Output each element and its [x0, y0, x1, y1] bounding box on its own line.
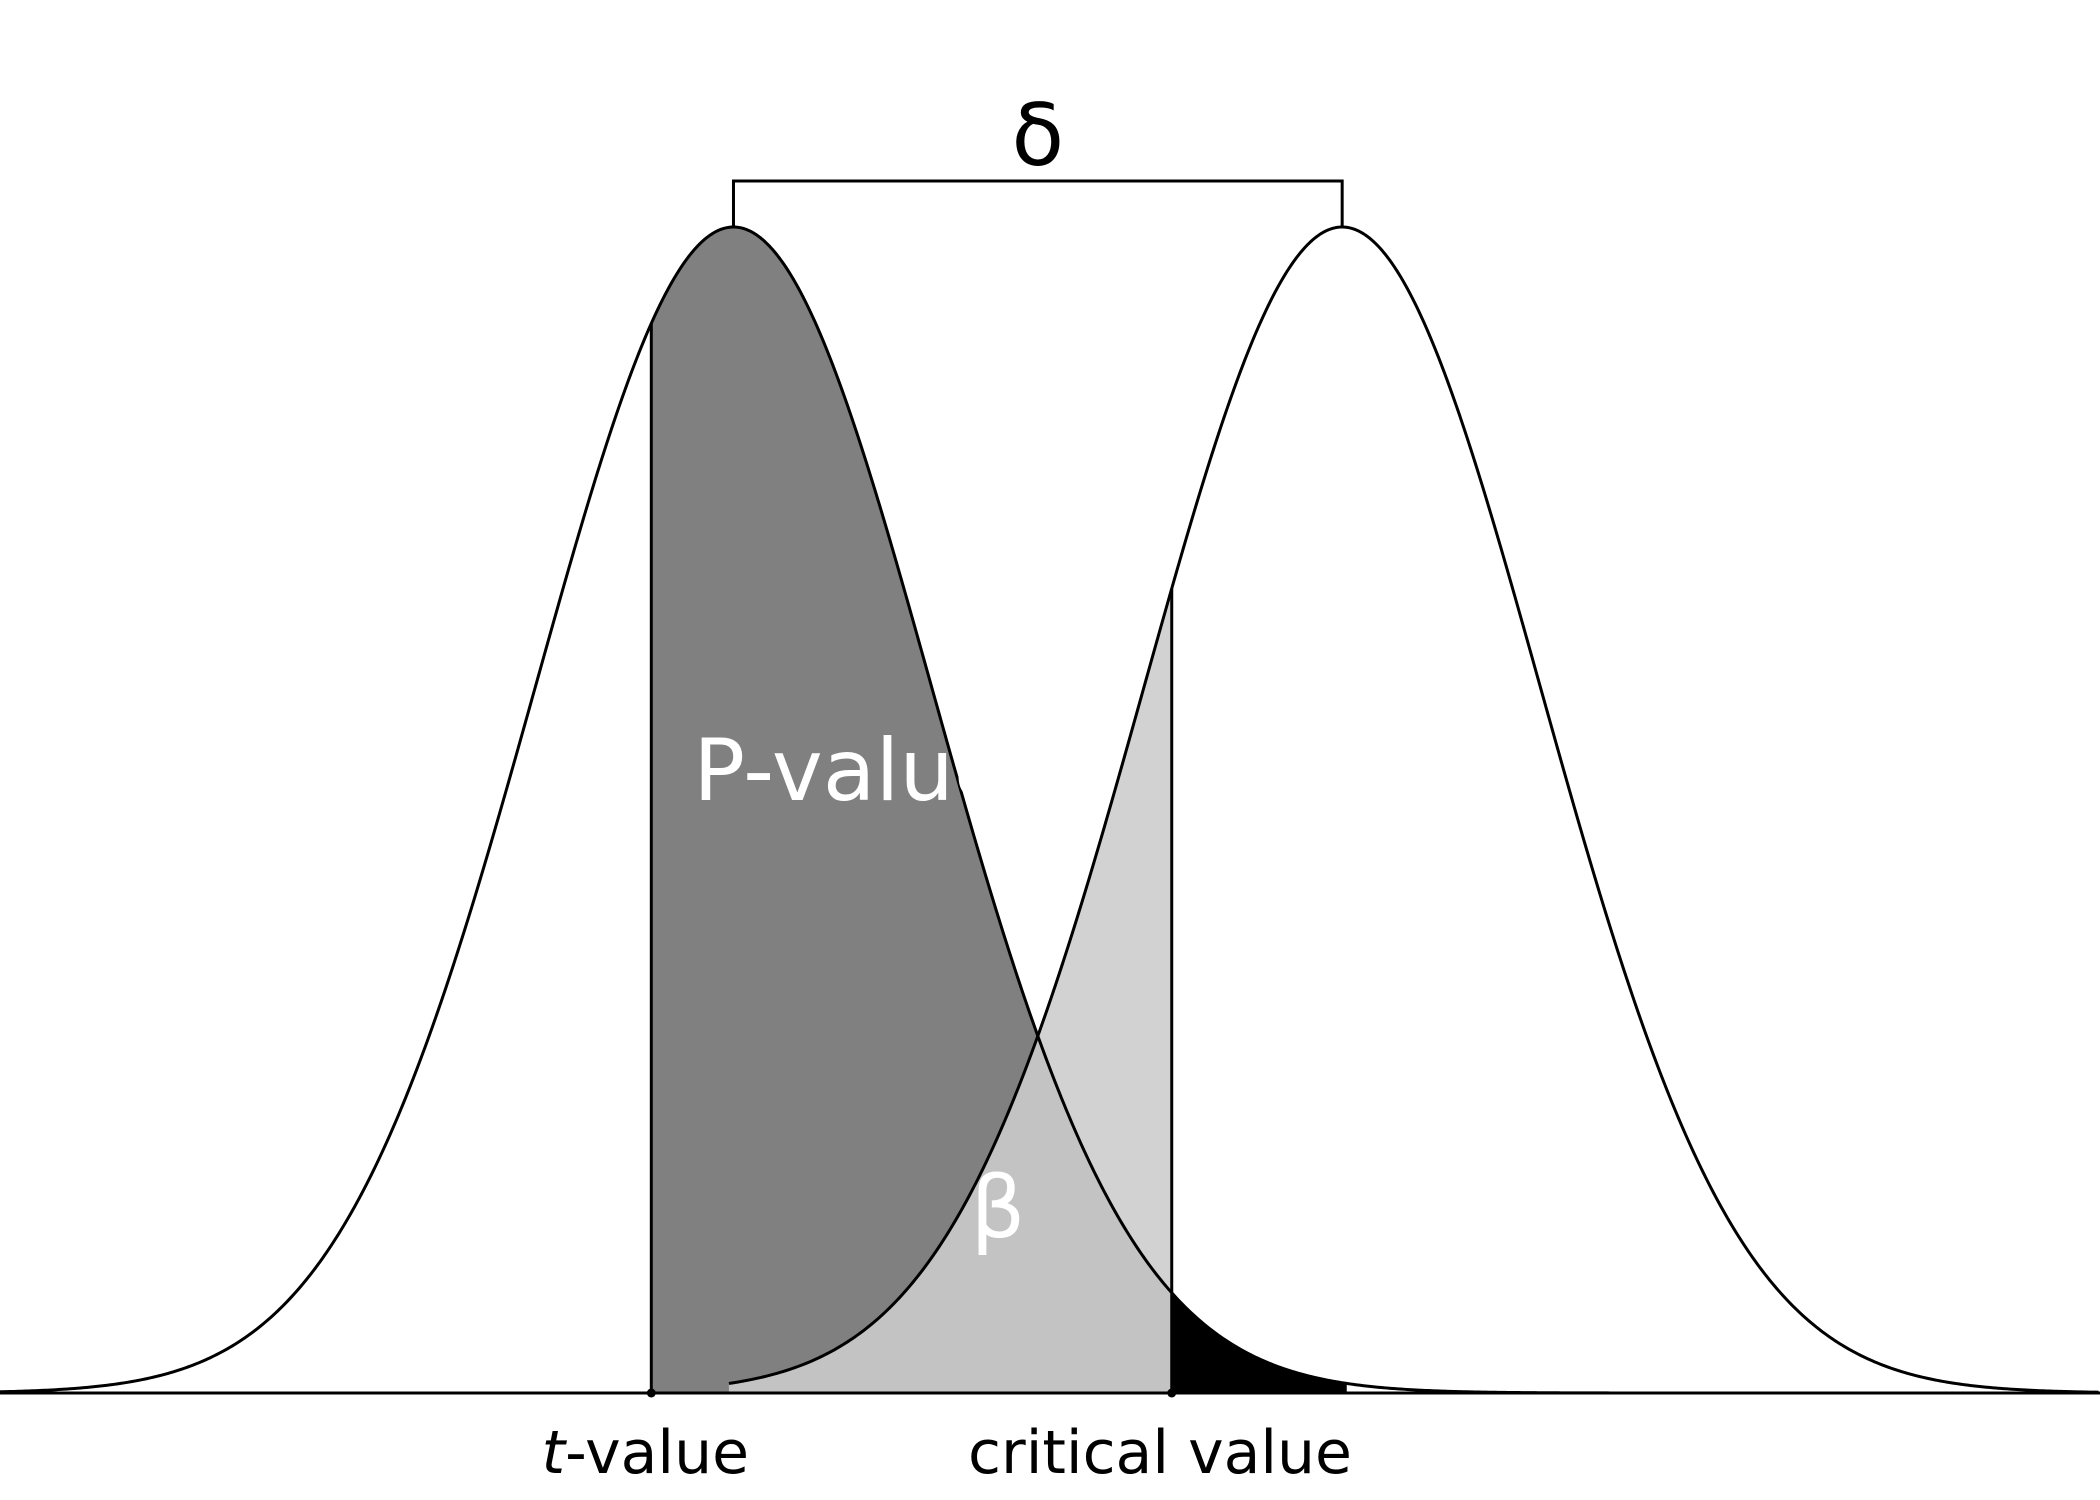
alpha-label: α	[1226, 1266, 1283, 1366]
alternative-distribution-curve	[728, 225, 2099, 1394]
critical-value-label: critical value	[968, 1418, 1352, 1488]
t-value-tick	[646, 1388, 656, 1398]
t-value-label-rest: -value	[565, 1418, 749, 1488]
p-value-label: P-value	[693, 721, 1007, 821]
delta-bracket	[731, 179, 1344, 227]
alpha-region	[1171, 1292, 1347, 1393]
t-value-label-italic: t	[542, 1418, 568, 1488]
t-value-label: t-value	[542, 1418, 749, 1488]
critical-value-tick	[1167, 1388, 1177, 1398]
beta-label: β	[971, 1158, 1026, 1258]
beta-region	[728, 588, 1172, 1393]
delta-label: δ	[1012, 86, 1065, 186]
